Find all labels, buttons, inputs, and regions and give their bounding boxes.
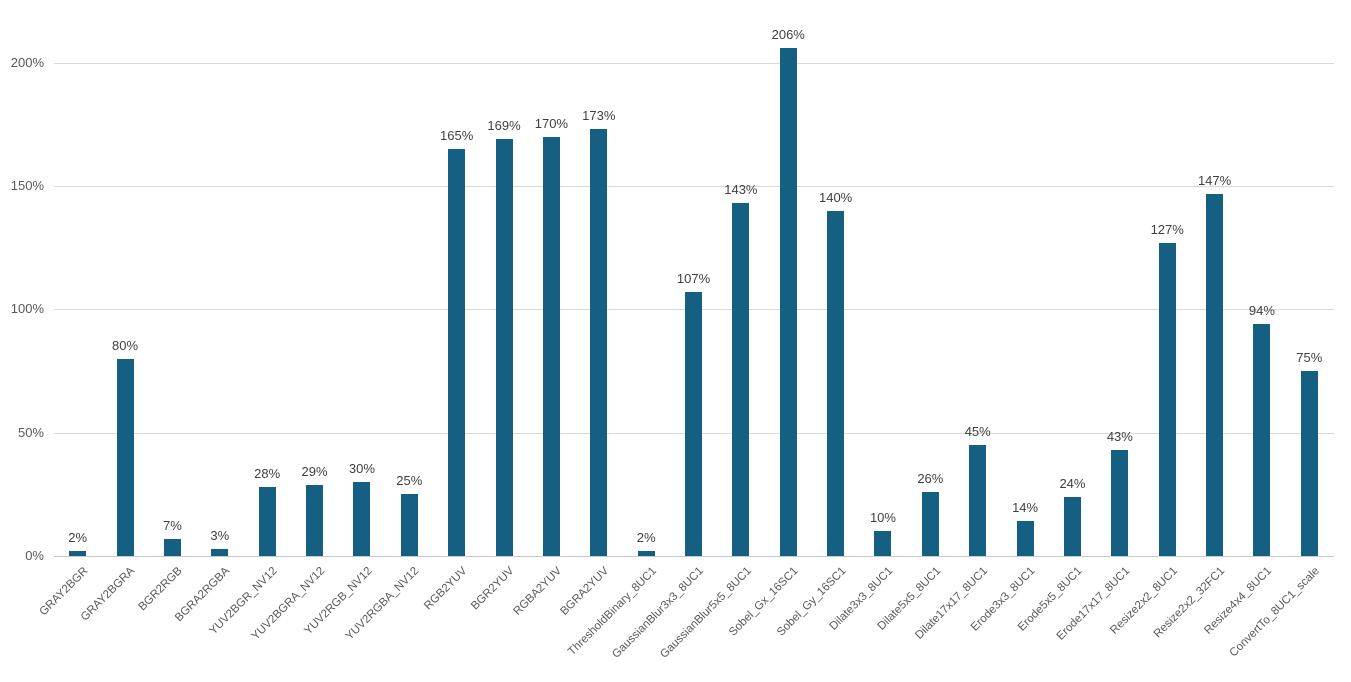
bar (779, 48, 797, 556)
x-tick-label: ConvertTo_8UC1_scale (1227, 565, 1322, 660)
data-label: 140% (818, 189, 853, 205)
data-label: 170% (534, 115, 568, 131)
data-label: 3% (210, 527, 230, 543)
data-label: 165% (440, 128, 474, 144)
data-label: 26% (917, 470, 944, 486)
data-label: 14% (1012, 500, 1039, 516)
data-label: 29% (301, 463, 328, 479)
data-label: 30% (348, 461, 375, 477)
data-label: 80% (112, 337, 139, 353)
data-label: 147% (1197, 172, 1232, 188)
bar (1016, 521, 1034, 556)
data-label: 45% (964, 424, 991, 440)
x-axis-line (54, 556, 1334, 557)
bar (400, 494, 418, 556)
data-label: 2% (68, 530, 88, 546)
data-label: 169% (487, 118, 521, 134)
y-tick-label: 150% (10, 178, 44, 194)
bar (306, 484, 324, 556)
bar (495, 139, 513, 556)
bar (353, 482, 371, 556)
y-tick-label: 100% (10, 301, 44, 317)
x-tick-label: ThresholdBinary_8UC1 (565, 565, 659, 659)
bar (542, 136, 560, 556)
data-label: 107% (676, 271, 711, 287)
x-tick-label: BGR2YUV (469, 565, 517, 613)
bar (921, 491, 939, 556)
data-label: 2% (636, 530, 656, 546)
bar (590, 129, 608, 556)
bar (1300, 371, 1318, 556)
bar (69, 551, 87, 556)
bar (969, 445, 987, 556)
bar (448, 149, 466, 556)
bar (1206, 193, 1224, 556)
data-label: 43% (1106, 428, 1133, 444)
bar (258, 486, 276, 556)
bar (1111, 449, 1129, 556)
y-tick-label: 0% (25, 548, 44, 563)
bar (1253, 324, 1271, 556)
data-label: 24% (1059, 475, 1086, 491)
x-tick-label: RGBA2YUV (511, 565, 564, 618)
x-tick-label: BGR2RGB (136, 565, 185, 614)
bar (211, 548, 229, 556)
bar (827, 210, 845, 556)
bar (874, 531, 892, 556)
bar (685, 292, 702, 556)
bar (1063, 496, 1081, 556)
x-tick-label: GaussianBlur5x5_8UC1 (657, 565, 754, 661)
gridline (54, 186, 1334, 188)
bar (1158, 242, 1176, 556)
bar (163, 538, 181, 556)
x-tick-label: RGB2YUV (421, 565, 470, 613)
x-tick-label: GaussianBlur3x3_8UC1 (610, 565, 706, 661)
data-label: 206% (771, 27, 805, 43)
data-label: 25% (396, 473, 423, 489)
y-tick-label: 50% (17, 424, 44, 440)
bar (732, 203, 750, 556)
data-label: 10% (869, 510, 896, 526)
data-label: 127% (1150, 221, 1184, 237)
bar (116, 358, 134, 556)
y-tick-label: 200% (10, 54, 44, 70)
data-label: 7% (163, 517, 182, 533)
data-label: 143% (724, 182, 758, 198)
bar (637, 551, 655, 556)
data-label: 94% (1248, 303, 1275, 319)
gridline (54, 62, 1334, 64)
data-label: 75% (1296, 350, 1323, 366)
data-label: 173% (582, 108, 616, 124)
data-label: 28% (254, 465, 281, 481)
